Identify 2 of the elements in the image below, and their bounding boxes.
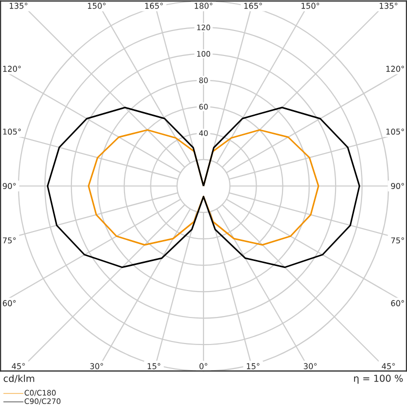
- text: cd/klm: [4, 374, 34, 383]
- text: η = 100 %: [354, 374, 403, 384]
